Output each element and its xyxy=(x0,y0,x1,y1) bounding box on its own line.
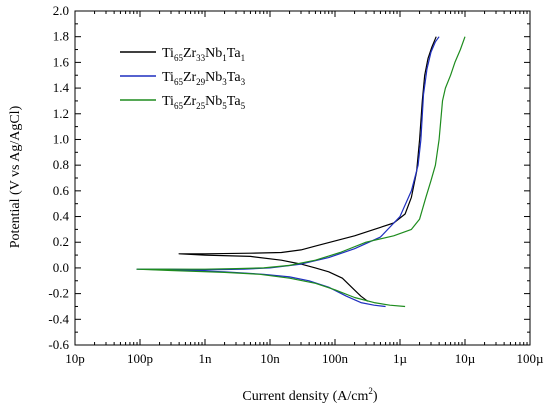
legend-label-3: Ti65Zr25Nb5Ta5 xyxy=(162,94,246,111)
y-tick-label: 1.0 xyxy=(53,131,69,146)
y-axis-label: Potential (V vs Ag/AgCl) xyxy=(8,105,23,248)
y-tick-label: 1.2 xyxy=(53,106,69,121)
y-tick-label: 1.8 xyxy=(53,29,69,44)
y-tick-label: 0.6 xyxy=(53,183,70,198)
y-tick-label: 0.8 xyxy=(53,157,69,172)
series-line-1 xyxy=(178,36,437,302)
y-tick-label: 0.2 xyxy=(53,234,69,249)
x-tick-label: 10n xyxy=(260,351,280,366)
y-tick-label: -0.4 xyxy=(48,311,69,326)
y-tick-label: 0.0 xyxy=(53,260,69,275)
x-axis-label-sup: 2 xyxy=(368,386,373,396)
plot-border xyxy=(74,10,531,346)
y-tick-label: 1.6 xyxy=(53,54,70,69)
y-tick-label: 1.4 xyxy=(53,80,70,95)
x-axis-label: Current density (A/cm2) xyxy=(242,386,377,404)
series-line-3 xyxy=(136,36,466,308)
y-tick-label: 2.0 xyxy=(53,3,69,18)
y-tick-label: 0.4 xyxy=(53,209,70,224)
x-axis-label-end: ) xyxy=(373,389,378,404)
legend: Ti65Zr33Nb1Ta1 Ti65Zr29Nb3Ta3 Ti65Zr25Nb5T… xyxy=(120,46,246,111)
legend-label-1: Ti65Zr33Nb1Ta1 xyxy=(162,46,245,63)
x-tick-label: 100µ xyxy=(517,351,545,366)
y-tick-label: -0.6 xyxy=(48,337,69,352)
ticks-layer: 10p 100p 1n 10n 100n 1µ 10µ 100µ -0.6 -0.4 -0.2 0.0… xyxy=(48,3,544,366)
x-tick-label: 1µ xyxy=(393,351,408,366)
x-tick-label: 10p xyxy=(65,351,85,366)
x-axis-label-main: Current density (A/cm xyxy=(242,389,368,404)
x-tick-label: 10µ xyxy=(455,351,476,366)
x-tick-label: 1n xyxy=(199,351,213,366)
y-tick-label: -0.2 xyxy=(48,286,69,301)
plot-area xyxy=(74,10,531,346)
legend-label-2: Ti65Zr29Nb3Ta3 xyxy=(162,70,246,87)
x-tick-label: 100n xyxy=(322,351,349,366)
x-tick-label: 100p xyxy=(127,351,153,366)
series-layer xyxy=(136,36,466,308)
